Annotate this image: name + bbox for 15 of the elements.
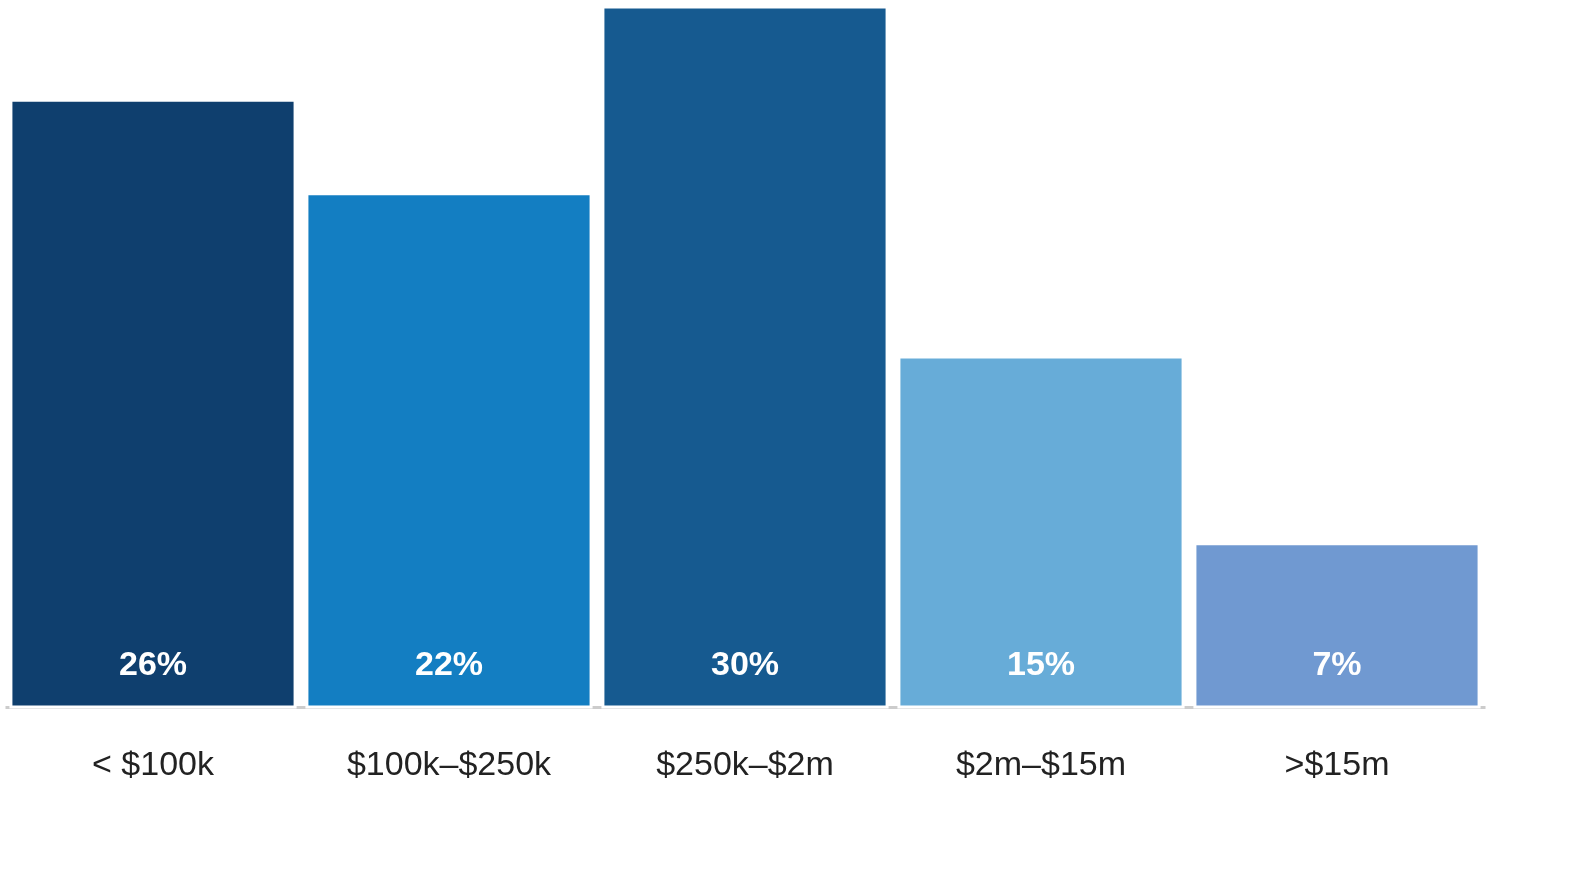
x-tick-label: < $100k (92, 743, 215, 782)
data-label: 15% (1006, 644, 1076, 682)
bar (897, 355, 1185, 709)
data-label: 7% (1312, 644, 1362, 682)
bar (1193, 542, 1481, 709)
data-label: 30% (710, 644, 780, 682)
bar (601, 5, 889, 709)
x-tick-label: $250k–$2m (656, 743, 834, 782)
data-label: 26% (118, 644, 188, 682)
x-tick-label: $2m–$15m (955, 743, 1127, 782)
bar (9, 98, 297, 709)
bar (305, 192, 593, 709)
x-tick-label: $100k–$250k (346, 743, 553, 782)
x-tick-label: >$15m (1284, 743, 1390, 782)
data-label: 22% (414, 644, 484, 682)
